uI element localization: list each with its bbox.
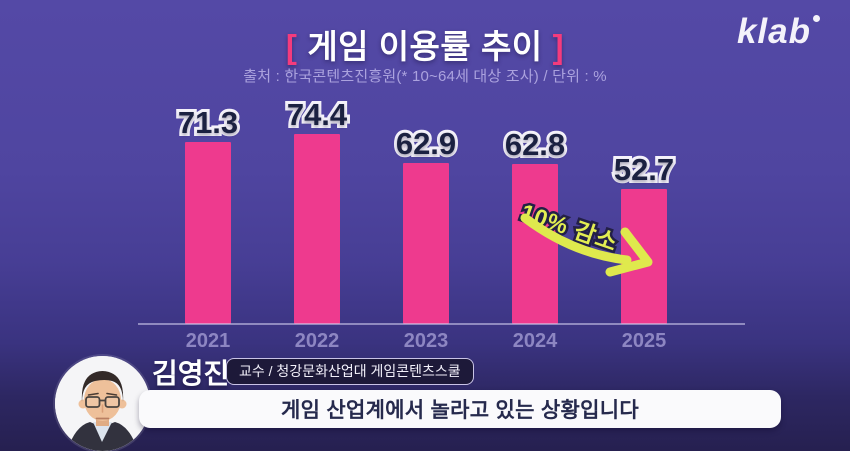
title-bracket-right: ] — [552, 28, 565, 65]
speaker-portrait-illustration — [55, 356, 150, 451]
bar-value-2025: 52.7 — [611, 150, 677, 190]
chart-baseline — [138, 323, 745, 325]
bar-2023 — [403, 163, 449, 324]
title-bracket-left: [ — [285, 28, 298, 65]
year-label-2025: 2025 — [621, 330, 667, 352]
chart-source-note: 출처 : 한국콘텐츠진흥원(* 10~64세 대상 조사) / 단위 : % — [243, 68, 607, 85]
decrease-arrow-icon — [520, 213, 653, 277]
year-label-2022: 2022 — [294, 330, 340, 352]
subtitle-text: 게임 산업계에서 놀라고 있는 상황입니다 — [280, 399, 640, 422]
speaker-name: 김영진 — [152, 358, 230, 389]
speaker-avatar — [55, 356, 150, 451]
speaker-affiliation-badge: 교수 / 청강문화산업대 게임콘텐츠스쿨 — [226, 358, 474, 385]
bar-2024 — [512, 164, 558, 324]
klab-logo: klab — [737, 12, 820, 52]
subtitle-bar: 게임 산업계에서 놀라고 있는 상황입니다 — [139, 390, 781, 428]
klab-logo-text: klab — [736, 12, 811, 51]
bar-value-2021: 71.3 — [175, 103, 241, 143]
year-label-2023: 2023 — [403, 330, 449, 352]
year-label-2024: 2024 — [512, 330, 558, 352]
bar-2022 — [294, 134, 340, 324]
klab-logo-dot-icon — [813, 15, 820, 22]
bar-2021 — [185, 142, 231, 324]
chart-title-row: [게임 이용률 추이] — [0, 20, 850, 68]
bar-value-2023: 62.9 — [393, 124, 459, 164]
bar-value-2024: 62.8 — [502, 125, 568, 165]
year-label-2021: 2021 — [185, 330, 231, 352]
bar-value-2022: 74.4 — [284, 95, 350, 135]
page-title: 게임 이용률 추이 — [307, 28, 543, 65]
